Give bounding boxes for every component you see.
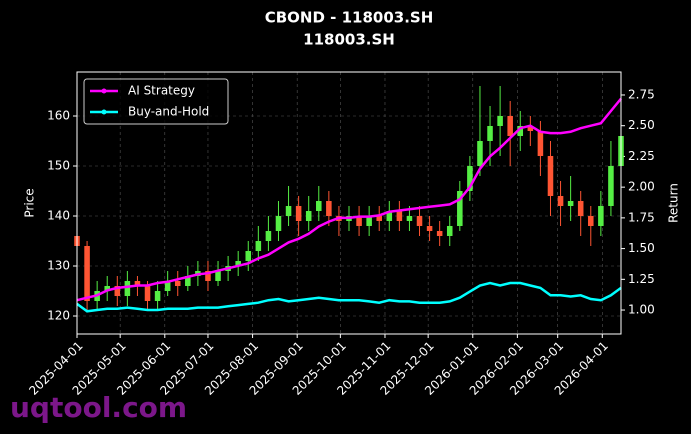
legend: AI Strategy Buy-and-Hold [83, 78, 229, 125]
candle-body [84, 246, 90, 301]
candle-body [577, 201, 584, 216]
candle-body [104, 286, 110, 291]
y2-axis-label: Return [667, 183, 681, 223]
candle-body [124, 281, 131, 296]
legend-label: Buy-and-Hold [128, 105, 209, 119]
candle-body [305, 211, 312, 221]
candle-body [477, 141, 483, 166]
candle-body [517, 126, 524, 136]
candle-body [154, 291, 161, 301]
candle-body [164, 281, 171, 291]
candle-body [426, 226, 433, 231]
candle-body [295, 206, 302, 221]
candle-body [457, 191, 463, 226]
candle-body [255, 241, 262, 251]
legend-marker [101, 109, 107, 115]
candle-body [608, 166, 614, 206]
series-line [76, 281, 622, 313]
candle-body [406, 216, 413, 221]
legend-label: AI Strategy [128, 84, 195, 98]
candle-body [507, 116, 513, 136]
candle-body [114, 286, 121, 296]
candle-body [215, 271, 221, 281]
y2-tick-label: 1.50 [628, 241, 655, 255]
candle-body [598, 206, 604, 226]
y-axis-label: Price [23, 188, 37, 217]
y-tick-label: 140 [47, 209, 70, 223]
y2-tick-label: 2.50 [628, 118, 655, 132]
y2-tick-label: 1.75 [628, 210, 655, 224]
candle-body [547, 156, 554, 196]
candle-body [275, 216, 282, 231]
candle-body [527, 126, 534, 131]
candle-body [205, 271, 211, 281]
candle-body [185, 276, 191, 286]
chart-subtitle: 118003.SH [303, 31, 395, 49]
legend-marker [101, 88, 107, 94]
candle-body [396, 211, 403, 221]
candle-body [376, 216, 382, 221]
legend-box [83, 78, 229, 125]
candle-body [416, 216, 423, 226]
candle-body [567, 201, 574, 206]
candle-body [537, 131, 544, 156]
candle-body [366, 216, 372, 226]
chart-title: CBOND - 118003.SH [265, 9, 434, 27]
y-tick-label: 120 [47, 309, 70, 323]
y-tick-label: 160 [47, 109, 70, 123]
candle-body [446, 226, 453, 236]
y2-tick-label: 2.25 [628, 149, 655, 163]
candle-body [326, 201, 332, 216]
candle-body [436, 231, 443, 236]
y2-tick-label: 2.75 [628, 87, 655, 101]
candle-body [265, 231, 272, 241]
candle-body [588, 216, 594, 226]
watermark: uqtool.com [10, 391, 187, 424]
y2-tick-label: 2.00 [628, 180, 655, 194]
candle-body [245, 251, 252, 261]
y-tick-label: 130 [47, 259, 70, 273]
y2-tick-label: 1.00 [628, 303, 655, 317]
y-tick-label: 150 [47, 159, 70, 173]
candle-body [356, 216, 362, 226]
candle-body [235, 261, 241, 266]
candle-body [144, 286, 151, 301]
candle-body [557, 196, 564, 206]
candle-body [174, 281, 181, 286]
candle-body [497, 116, 503, 126]
candle-body [487, 126, 493, 141]
candle-body [467, 166, 473, 191]
candle-body [316, 201, 322, 211]
candle-body [134, 281, 141, 286]
candle-body [285, 206, 292, 216]
candle-body [386, 211, 393, 221]
series-line [76, 97, 622, 302]
y2-tick-label: 1.25 [628, 272, 655, 286]
plot-frame [76, 71, 622, 335]
